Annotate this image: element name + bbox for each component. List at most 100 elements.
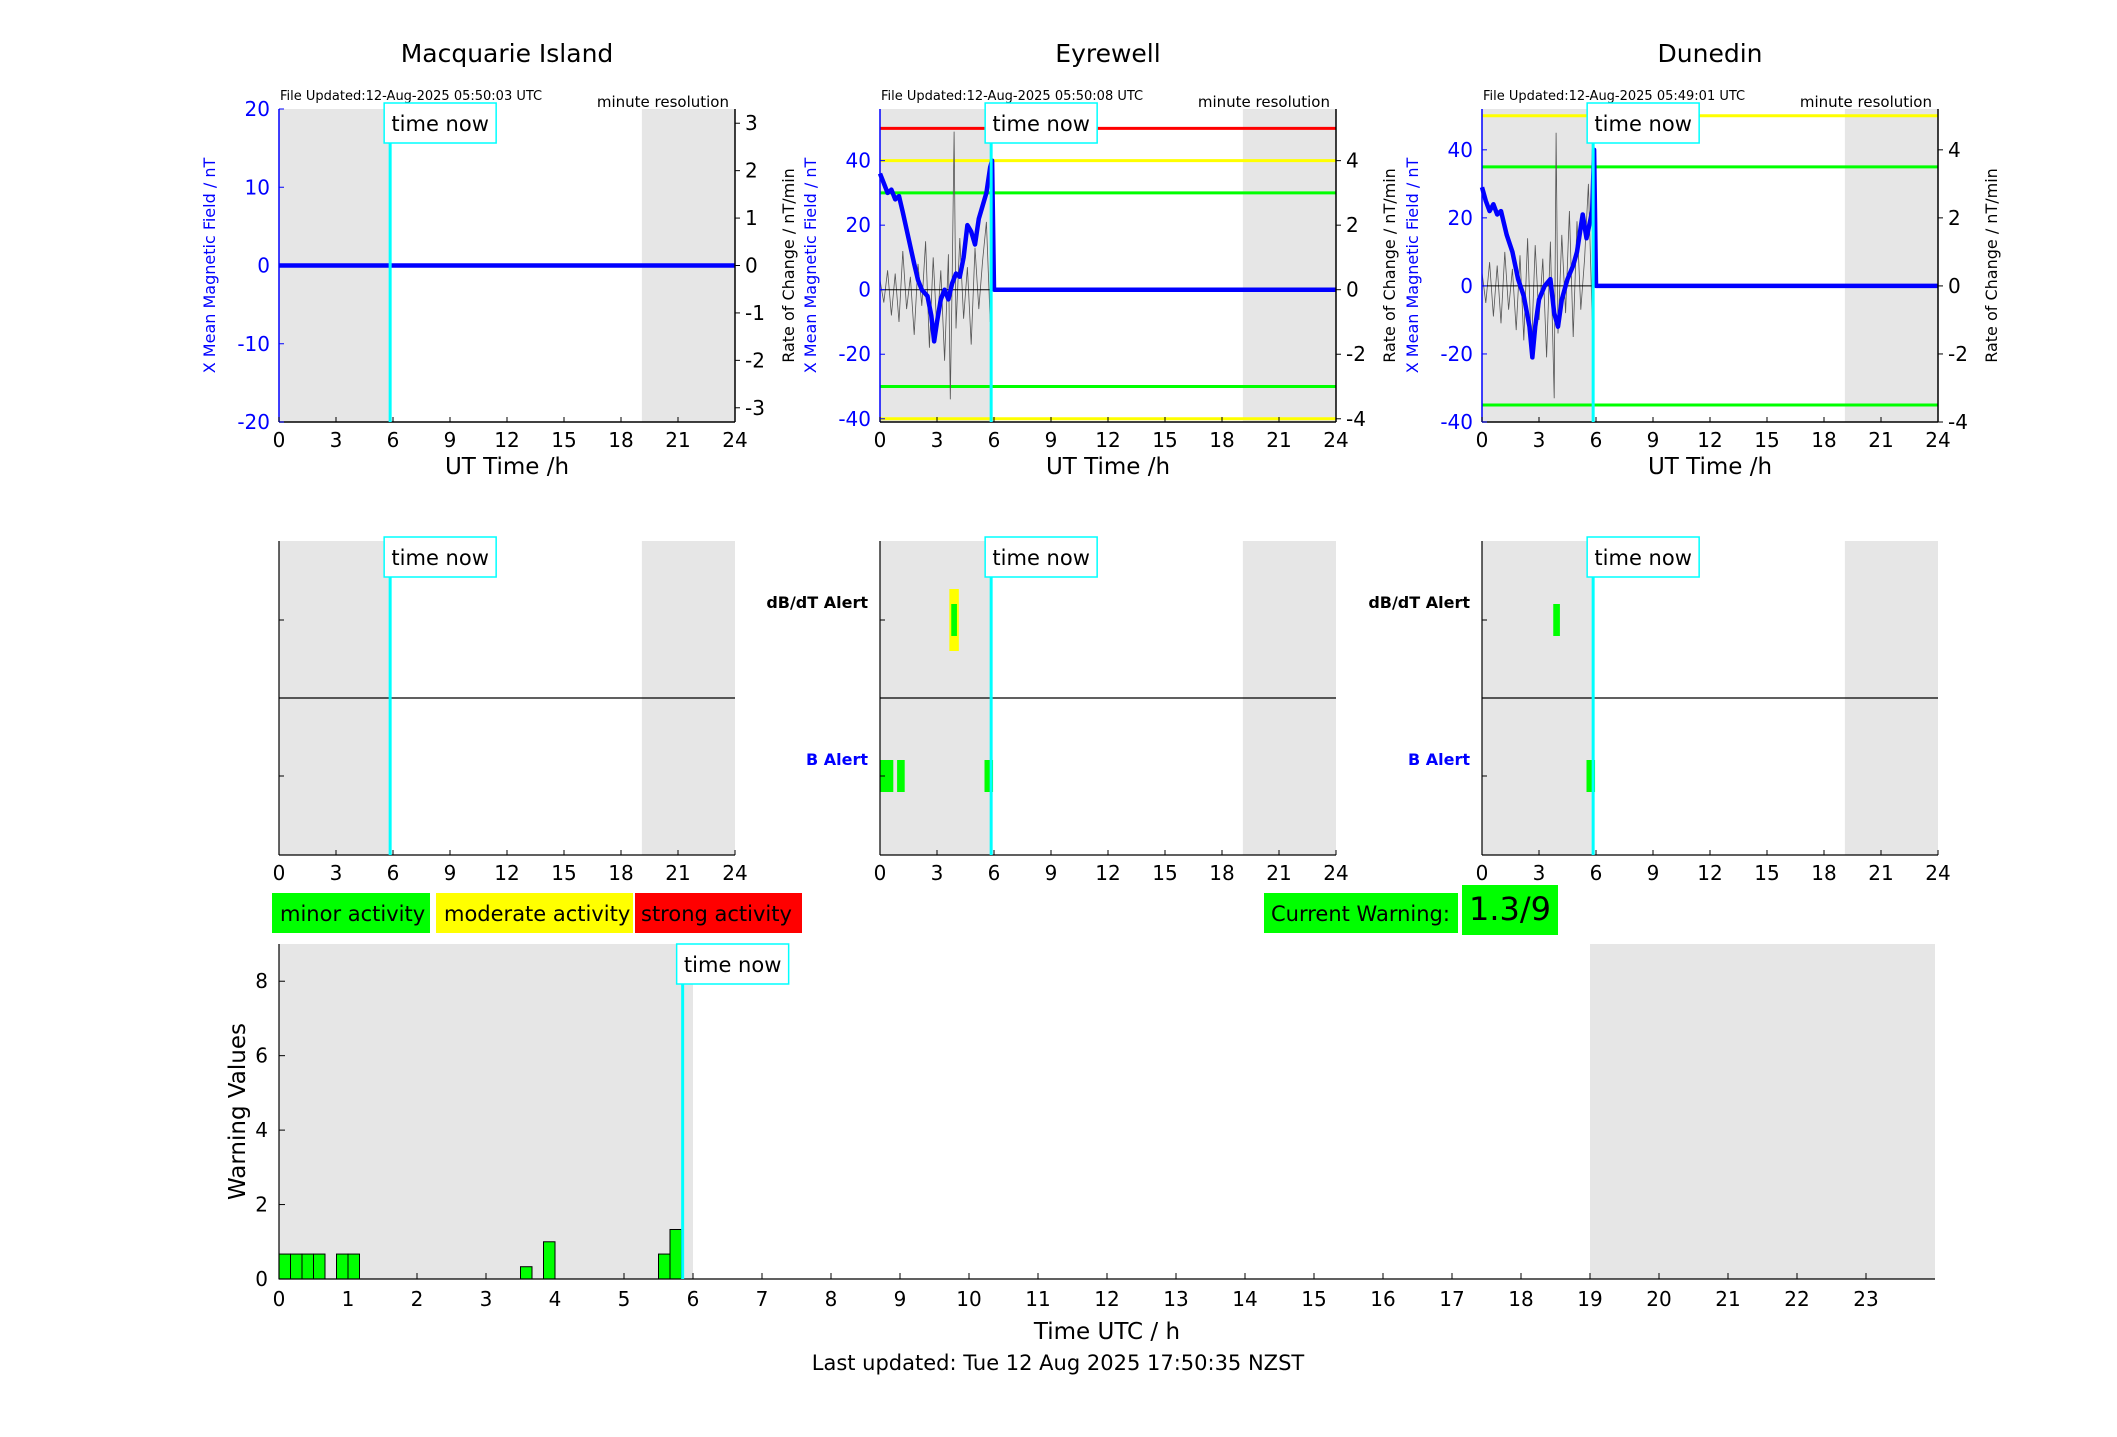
x-tick-label: 12	[1697, 428, 1722, 452]
x-tick-label: 21	[1868, 861, 1893, 885]
y-tick-left-label: 0	[1460, 274, 1473, 298]
x-tick-label: 15	[551, 861, 576, 885]
station-field-panels: Macquarie Island File Updated:12-Aug-2025…	[200, 39, 2001, 480]
x-tick-label: 21	[1266, 861, 1291, 885]
x-tick-label: 18	[1209, 861, 1234, 885]
x-tick-label: 24	[722, 861, 747, 885]
x-tick-label: 3	[931, 428, 944, 452]
x-tick-label: 9	[1045, 861, 1058, 885]
y-tick-right-label: -4	[1346, 407, 1366, 431]
x-axis-label: UT Time /h	[1046, 454, 1170, 480]
dbdt-alert-bar	[1553, 604, 1560, 636]
x-tick-label: 18	[1811, 428, 1836, 452]
x-axis-label: UT Time /h	[445, 454, 569, 480]
x-tick-label: 6	[687, 1287, 700, 1311]
x-tick-label: 6	[1590, 428, 1603, 452]
x-tick-label: 9	[1647, 428, 1660, 452]
legend-minor-label: minor activity	[280, 902, 425, 926]
x-tick-label: 1	[342, 1287, 355, 1311]
x-tick-label: 4	[549, 1287, 562, 1311]
y-tick-label: 6	[255, 1044, 268, 1068]
warning-bar	[301, 1253, 315, 1280]
x-tick-label: 10	[956, 1287, 981, 1311]
x-tick-label: 12	[1095, 428, 1120, 452]
x-tick-label: 12	[1094, 1287, 1119, 1311]
y-tick-right-label: 0	[1948, 274, 1961, 298]
dbdt-alert-bar	[951, 604, 957, 636]
b-alert-label: B Alert	[1408, 750, 1470, 769]
b-alert-bar	[984, 760, 994, 792]
rate-of-change-series	[879, 131, 1336, 400]
warning-bar	[669, 1228, 683, 1280]
x-tick-label: 6	[387, 861, 400, 885]
station-title: Eyrewell	[1055, 39, 1160, 68]
activity-legend: minor activity moderate activity strong …	[272, 893, 802, 933]
x-tick-label: 7	[756, 1287, 769, 1311]
warning-values-chart: 0 1 2 3 4 5 6 7 8 9 10 11 12 13 14 15 16 17 18 19 20 21 22 2302…	[225, 943, 1935, 1345]
time-now-label: time now	[391, 112, 488, 136]
x-tick-label: 12	[1697, 861, 1722, 885]
time-now-label: time now	[391, 546, 488, 570]
warning-bar	[347, 1253, 360, 1280]
x-tick-label: 3	[1533, 861, 1546, 885]
file-updated-label: File Updated:12-Aug-2025 05:49:01 UTC	[1483, 89, 1745, 104]
x-tick-label: 12	[494, 428, 519, 452]
x-tick-label: 9	[1647, 861, 1660, 885]
warning-x-label: Time UTC / h	[1033, 1319, 1180, 1345]
file-updated-label: File Updated:12-Aug-2025 05:50:03 UTC	[280, 89, 542, 104]
station-title: Macquarie Island	[401, 39, 614, 68]
warning-bar	[519, 1266, 533, 1280]
x-tick-label: 0	[273, 861, 286, 885]
x-tick-label: 18	[608, 861, 633, 885]
warning-y-label: Warning Values	[225, 1023, 251, 1200]
y-tick-right-label: 4	[1948, 138, 1961, 162]
dbdt-alert-label: dB/dT Alert	[1368, 593, 1470, 612]
x-tick-label: 17	[1439, 1287, 1464, 1311]
footer-last-updated: Last updated: Tue 12 Aug 2025 17:50:35 N…	[812, 1351, 1305, 1375]
night-band	[1482, 109, 1595, 422]
field-series	[1479, 147, 1938, 360]
y-axis-left-label: X Mean Magnetic Field / nT	[801, 158, 820, 374]
x-tick-label: 14	[1232, 1287, 1257, 1311]
y-tick-left-label: 20	[245, 97, 270, 121]
current-warning-box: Current Warning: 1.3/9	[1264, 885, 1558, 935]
x-tick-label: 15	[551, 428, 576, 452]
x-tick-label: 9	[444, 428, 457, 452]
x-tick-label: 21	[1266, 428, 1291, 452]
station-title: Dunedin	[1658, 39, 1763, 68]
rate-of-change-series	[1481, 132, 1938, 399]
x-tick-label: 9	[444, 861, 457, 885]
x-tick-label: 15	[1301, 1287, 1326, 1311]
x-tick-label: 9	[894, 1287, 907, 1311]
y-tick-right-label: 2	[745, 159, 758, 183]
legend-moderate-label: moderate activity	[444, 902, 630, 926]
x-tick-label: 0	[273, 1287, 286, 1311]
current-warning-value-bg	[1462, 885, 1558, 935]
y-tick-label: 8	[255, 969, 268, 993]
y-tick-left-label: 10	[245, 175, 270, 199]
y-tick-right-label: 0	[1346, 278, 1359, 302]
b-alert-label: B Alert	[806, 750, 868, 769]
x-tick-label: 0	[273, 428, 286, 452]
y-tick-right-label: 2	[1346, 213, 1359, 237]
b-alert-bar	[880, 760, 894, 792]
y-axis-left-label: X Mean Magnetic Field / nT	[200, 158, 219, 374]
x-tick-label: 12	[1095, 861, 1120, 885]
time-now-box	[984, 102, 1098, 144]
x-tick-label: 21	[665, 428, 690, 452]
y-tick-right-label: -2	[1948, 342, 1968, 366]
time-now-label: time now	[684, 953, 781, 977]
y-tick-right-label: -3	[745, 396, 765, 420]
x-tick-label: 21	[665, 861, 690, 885]
legend-moderate-swatch	[436, 893, 633, 933]
x-tick-label: 3	[330, 861, 343, 885]
field-panel-1: Eyrewell File Updated:12-Aug-2025 05:50:0…	[801, 39, 1399, 480]
time-now-box	[984, 536, 1098, 578]
field-panel-2: Dunedin File Updated:12-Aug-2025 05:49:01…	[1403, 39, 2001, 480]
y-tick-right-label: 1	[745, 206, 758, 230]
resolution-label: minute resolution	[597, 93, 729, 111]
alert-panel-1: 0 3 6 9 12 15 18 21 24 dB/dT Alert B Alert time now	[766, 536, 1349, 885]
y-tick-left-label: 20	[846, 213, 871, 237]
y-tick-left-label: 20	[1448, 206, 1473, 230]
